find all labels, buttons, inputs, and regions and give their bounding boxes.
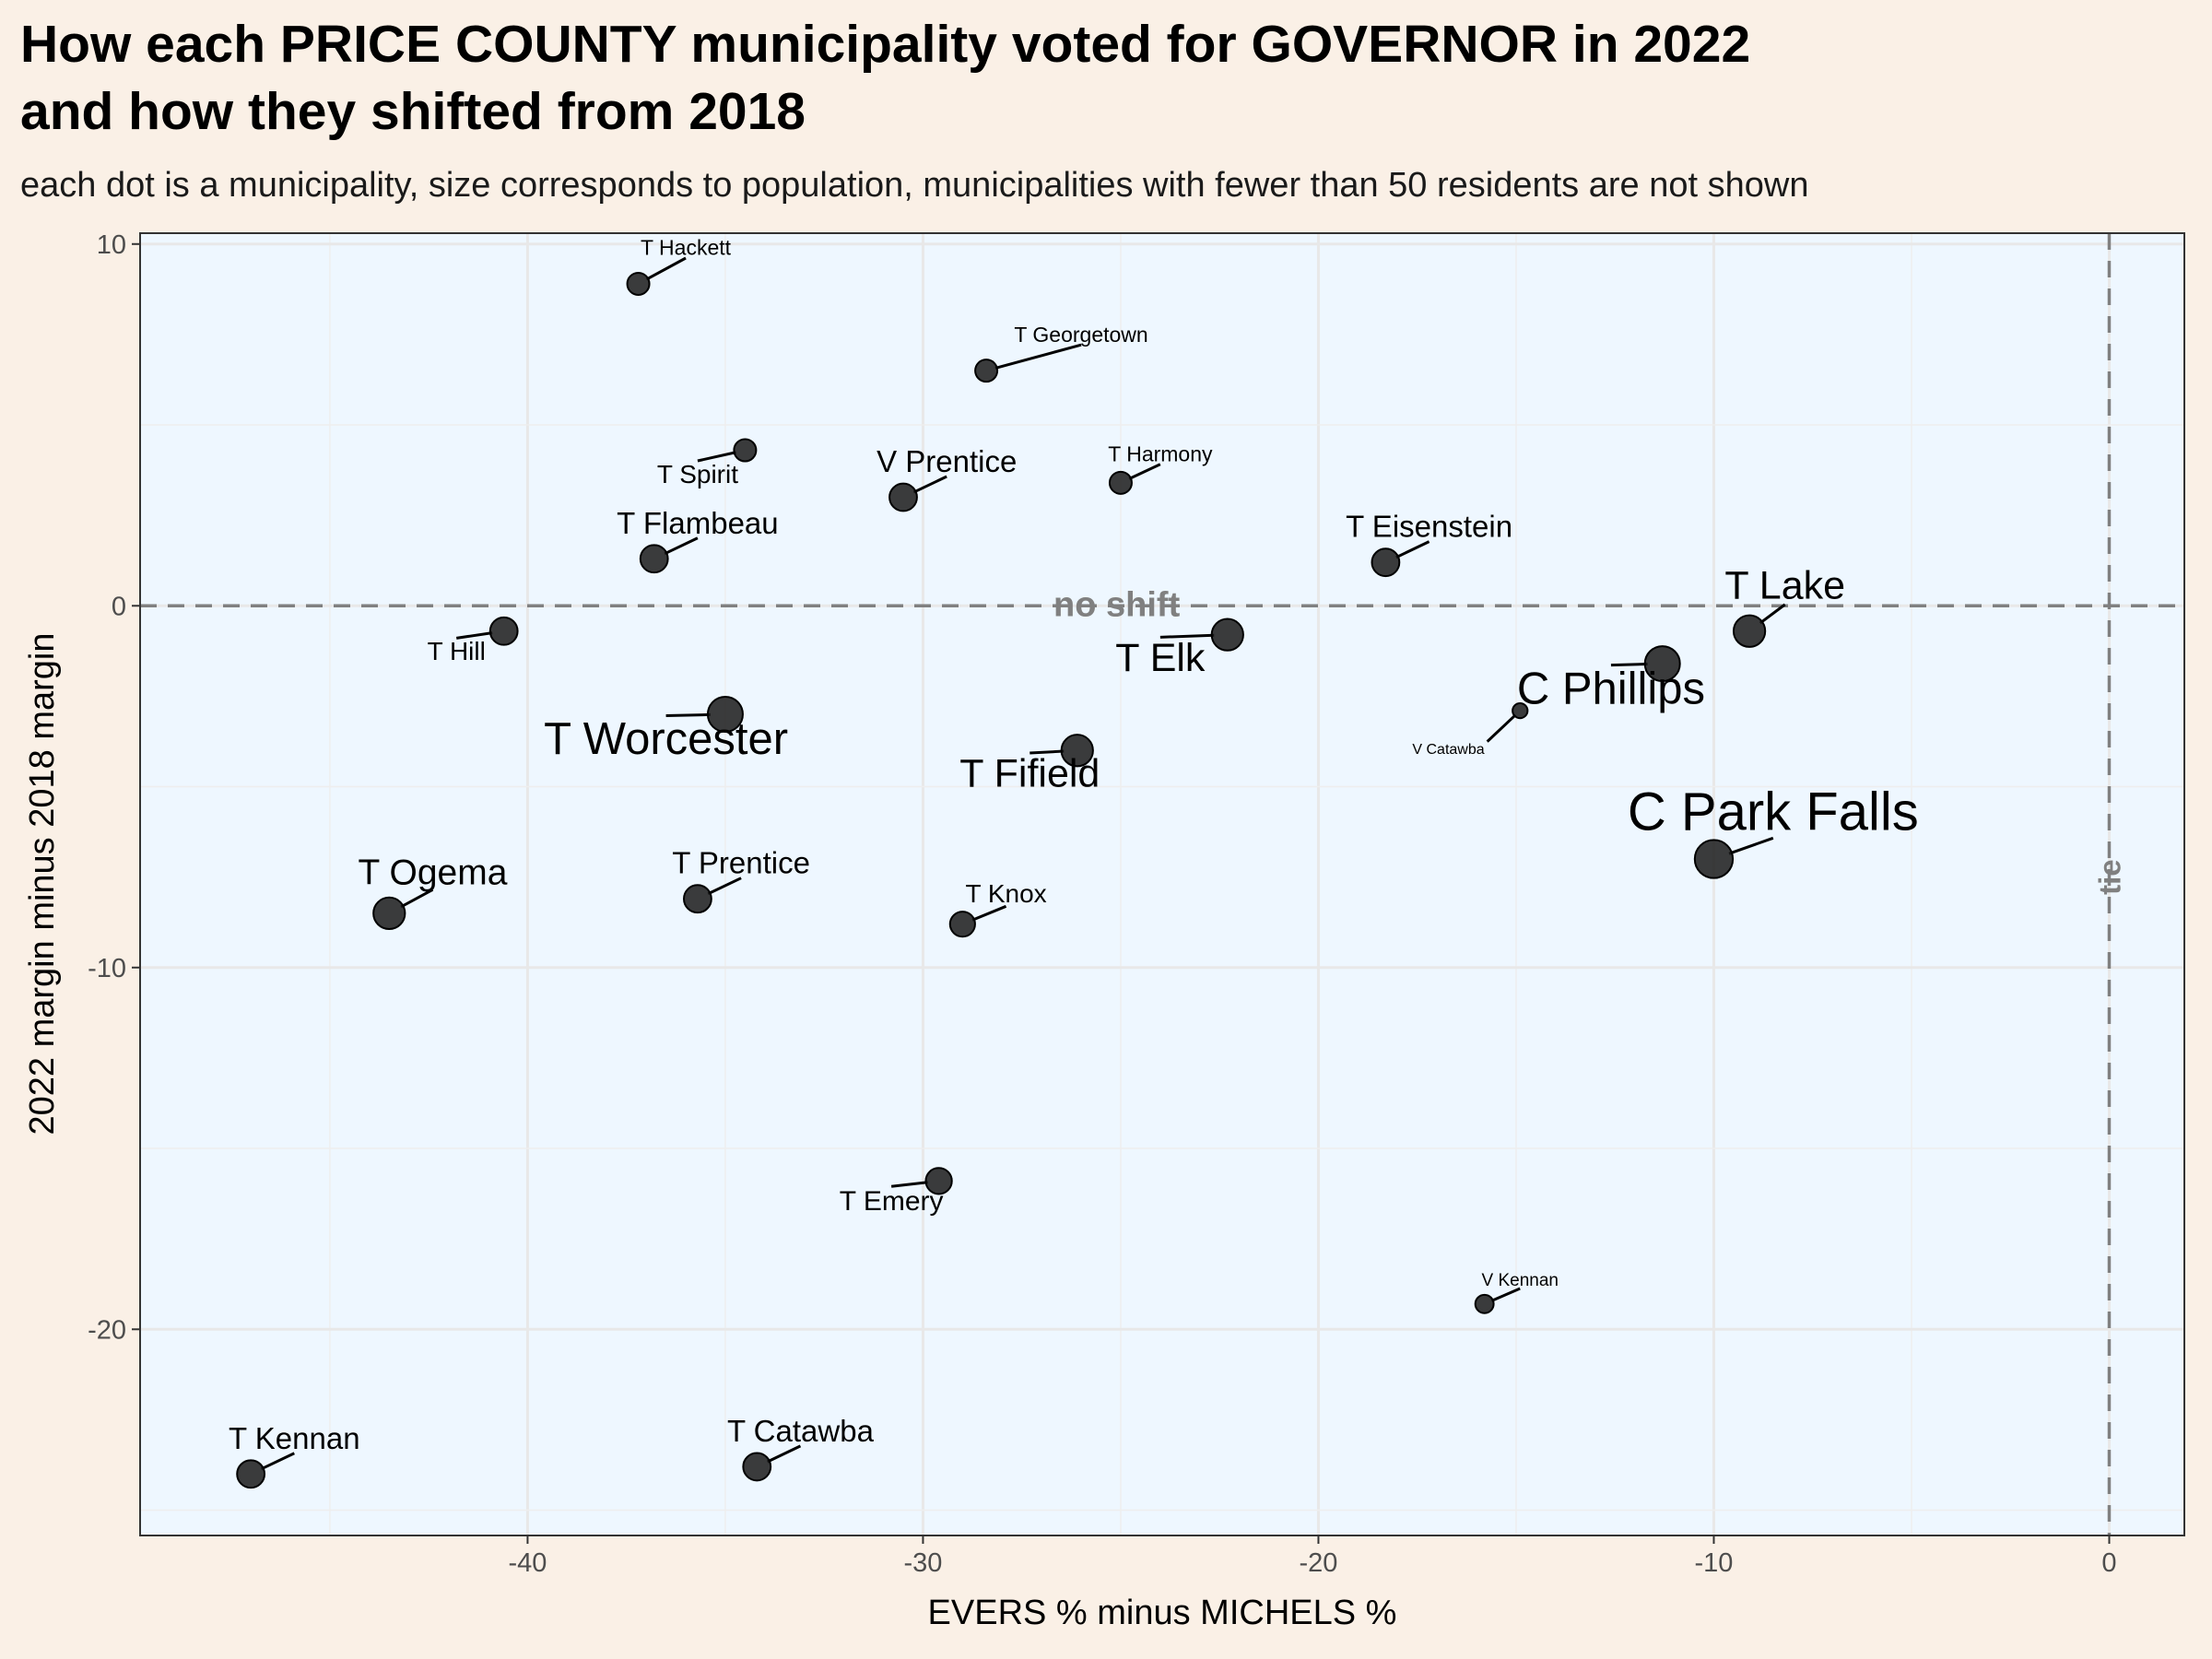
leader-line-14 — [1728, 836, 1774, 855]
leader-line-11 — [1486, 713, 1517, 743]
y-tick-label-0: 10 — [97, 230, 126, 260]
municipality-point-21 — [742, 1452, 772, 1482]
municipality-label-15: T Ogema — [359, 853, 508, 893]
plot-panel — [140, 233, 2184, 1535]
x-tick-label-3: -10 — [1695, 1548, 1734, 1578]
x-tick-label-0: -40 — [508, 1548, 547, 1578]
municipality-label-0: T Hackett — [641, 236, 732, 260]
leader-line-17 — [971, 904, 1007, 922]
municipality-label-13: T Fifield — [959, 752, 1100, 796]
leader-line-18 — [890, 1181, 928, 1188]
municipality-point-6 — [1371, 547, 1401, 578]
leader-line-21 — [767, 1444, 802, 1464]
chart-title-line-2: and how they shifted from 2018 — [20, 82, 806, 141]
municipality-point-17 — [948, 911, 976, 938]
municipality-point-16 — [683, 884, 712, 914]
leader-line-6 — [1395, 540, 1430, 559]
municipality-label-20: T Kennan — [229, 1421, 360, 1455]
reference-lines: no shift tie — [140, 233, 2184, 1535]
municipality-point-15 — [372, 896, 406, 931]
municipality-label-11: V Catawba — [1412, 742, 1484, 758]
leader-line-13 — [1030, 749, 1065, 755]
municipality-label-10: C Phillips — [1517, 664, 1705, 713]
leader-line-5 — [664, 536, 699, 556]
grid-lines — [140, 233, 2184, 1535]
municipality-point-3 — [888, 482, 918, 512]
municipality-point-9 — [1210, 618, 1244, 652]
municipality-point-1 — [974, 359, 999, 383]
axis-ticks: -40 -30 -20 -10 0 10 0 -10 -20 — [88, 230, 2116, 1578]
municipality-label-6: T Eisenstein — [1346, 510, 1512, 544]
leader-line-9 — [1159, 633, 1215, 639]
municipality-point-20 — [236, 1459, 266, 1489]
municipality-point-12 — [706, 696, 744, 734]
municipality-label-2: T Spirit — [657, 460, 738, 488]
y-tick-label-3: -20 — [88, 1315, 126, 1345]
municipality-point-2 — [733, 438, 758, 463]
tie-label: tie — [2092, 859, 2126, 895]
municipality-point-13 — [1060, 734, 1094, 768]
leader-line-7 — [1759, 603, 1786, 625]
municipality-point-7 — [1732, 614, 1767, 648]
no-shift-label: no shift — [1053, 585, 1181, 624]
y-tick-label-2: -10 — [88, 954, 126, 983]
municipality-label-21: T Catawba — [727, 1414, 875, 1448]
leader-line-1 — [994, 343, 1082, 370]
leader-line-3 — [912, 475, 947, 494]
municipality-point-10 — [1643, 645, 1681, 683]
plot-panel-border — [139, 232, 2185, 1536]
municipality-label-9: T Elk — [1115, 636, 1206, 680]
x-tick-label-2: -20 — [1299, 1548, 1337, 1578]
y-axis-title: 2022 margin minus 2018 margin — [23, 633, 62, 1135]
municipality-label-14: C Park Falls — [1628, 782, 1919, 842]
x-tick-label-4: 0 — [2101, 1548, 2116, 1578]
municipality-label-5: T Flambeau — [617, 506, 778, 540]
leader-line-12 — [665, 712, 711, 718]
municipality-label-7: T Lake — [1724, 563, 1845, 607]
municipality-point-8 — [488, 616, 519, 646]
leader-line-19 — [1490, 1287, 1521, 1302]
municipality-point-0 — [626, 271, 651, 296]
municipality-label-18: T Emery — [840, 1186, 944, 1217]
municipality-label-17: T Knox — [965, 879, 1046, 908]
municipality-label-1: T Georgetown — [1014, 323, 1147, 347]
municipality-label-8: T Hill — [428, 637, 486, 665]
leader-line-15 — [400, 888, 434, 909]
leader-line-4 — [1128, 463, 1161, 480]
municipality-point-4 — [1108, 470, 1133, 495]
x-axis-title: EVERS % minus MICHELS % — [928, 1594, 1397, 1632]
y-tick-label-1: 0 — [112, 592, 126, 621]
leader-line-0 — [645, 256, 687, 281]
label-leader-lines — [260, 256, 1786, 1471]
municipality-label-4: T Harmony — [1108, 441, 1213, 465]
municipality-point-5 — [639, 544, 669, 574]
x-tick-label-1: -30 — [903, 1548, 942, 1578]
leader-line-16 — [707, 877, 742, 896]
municipality-point-18 — [924, 1167, 953, 1195]
municipality-label-16: T Prentice — [672, 846, 810, 880]
chart-subtitle: each dot is a municipality, size corresp… — [20, 166, 1808, 205]
leader-line-20 — [260, 1452, 295, 1471]
data-points — [236, 271, 1767, 1489]
municipality-point-11 — [1512, 701, 1529, 720]
municipality-label-12: T Worcester — [544, 714, 788, 764]
municipality-label-19: V Kennan — [1482, 1271, 1559, 1290]
chart-title-line-1: How each PRICE COUNTY municipality voted… — [20, 15, 1750, 74]
municipality-point-19 — [1474, 1293, 1495, 1314]
municipality-point-14 — [1693, 839, 1735, 879]
municipality-label-3: V Prentice — [877, 444, 1017, 478]
leader-line-2 — [697, 451, 736, 463]
point-labels: T Hackett T Georgetown T Spirit V Prentice T… — [229, 236, 1919, 1455]
leader-line-8 — [455, 631, 493, 640]
